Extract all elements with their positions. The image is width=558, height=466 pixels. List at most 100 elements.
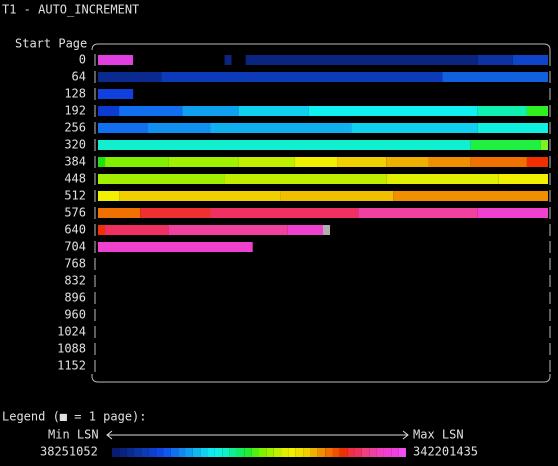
page-run xyxy=(351,123,478,133)
row-label: 896 xyxy=(64,291,86,305)
page-run xyxy=(98,242,253,252)
legend-swatch xyxy=(376,448,384,457)
page-run xyxy=(526,157,548,167)
page-run xyxy=(442,72,548,82)
page-run xyxy=(477,208,548,218)
legend-swatch xyxy=(148,448,157,457)
page-run xyxy=(224,55,232,65)
legend-swatch xyxy=(317,448,326,457)
legend-swatch xyxy=(222,448,230,457)
legend-swatch xyxy=(398,448,406,457)
legend-swatch xyxy=(170,448,179,457)
row-label: 1152 xyxy=(57,359,86,373)
row-label: 448 xyxy=(64,172,86,186)
legend-swatch xyxy=(119,448,127,457)
legend-swatch xyxy=(163,448,171,457)
legend-swatch xyxy=(339,448,348,457)
legend-swatch xyxy=(288,448,296,457)
row-label: 832 xyxy=(64,274,86,288)
page-run xyxy=(393,191,548,201)
page-run xyxy=(119,106,183,116)
page-run xyxy=(147,123,211,133)
legend-swatch xyxy=(354,448,362,457)
page-run xyxy=(477,55,513,65)
page-run xyxy=(98,89,134,99)
page-run xyxy=(512,55,548,65)
row-label: 192 xyxy=(64,104,86,118)
page-run xyxy=(428,157,471,167)
page-run xyxy=(161,72,443,82)
legend-swatch xyxy=(391,448,399,457)
page-run xyxy=(231,55,246,65)
page-run xyxy=(98,191,120,201)
legend-swatch xyxy=(185,448,193,457)
legend-swatch xyxy=(266,448,274,457)
page-run xyxy=(224,174,387,184)
page-run xyxy=(182,106,239,116)
row-label: 0 xyxy=(79,53,86,67)
legend-swatch xyxy=(236,448,245,457)
page-run xyxy=(323,225,331,235)
legend-swatch xyxy=(229,448,237,457)
legend-swatch xyxy=(310,448,318,457)
page-run xyxy=(98,72,162,82)
title: T1 - AUTO_INCREMENT xyxy=(2,3,139,17)
page-run xyxy=(98,106,120,116)
page-run xyxy=(98,157,106,167)
page-run xyxy=(358,208,478,218)
legend-swatch xyxy=(361,448,370,457)
legend-swatch xyxy=(259,448,267,457)
page-run xyxy=(210,208,359,218)
row-label: 1088 xyxy=(57,342,86,356)
legend-swatch xyxy=(383,448,392,457)
page-run xyxy=(526,106,548,116)
page-run xyxy=(98,55,134,65)
legend-swatch xyxy=(200,448,208,457)
page-run xyxy=(105,225,169,235)
row-label: 768 xyxy=(64,257,86,271)
page-run xyxy=(133,55,225,65)
legend-swatch xyxy=(112,448,120,457)
legend-swatch xyxy=(273,448,282,457)
legend-swatch xyxy=(192,448,201,457)
legend-swatch xyxy=(251,448,259,457)
legend-swatch xyxy=(281,448,289,457)
legend-max-label: Max LSN xyxy=(413,428,464,442)
legend-label: Legend (■ = 1 page): xyxy=(2,410,147,424)
page-run xyxy=(280,191,394,201)
legend-min-value: 38251052 xyxy=(40,445,98,459)
page-run xyxy=(210,123,352,133)
legend-min-label: Min LSN xyxy=(48,428,99,442)
page-run xyxy=(140,208,211,218)
page-run xyxy=(98,123,148,133)
page-run xyxy=(98,225,106,235)
page-run xyxy=(287,225,323,235)
legend-swatch xyxy=(325,448,333,457)
row-label: 384 xyxy=(64,155,86,169)
page-run xyxy=(105,157,169,167)
page-run xyxy=(119,191,281,201)
page-run xyxy=(470,157,527,167)
page-run xyxy=(98,174,225,184)
legend-swatch xyxy=(295,448,304,457)
legend-arrow xyxy=(106,430,409,440)
legend-swatch xyxy=(303,448,311,457)
page-run xyxy=(470,140,541,150)
row-label: 640 xyxy=(64,223,86,237)
axis-label: Start Page xyxy=(15,37,87,51)
row-label: 704 xyxy=(64,240,86,254)
legend-swatch xyxy=(156,448,164,457)
page-run xyxy=(337,157,387,167)
legend-swatch xyxy=(332,448,340,457)
row-label: 64 xyxy=(72,70,86,84)
legend-swatch xyxy=(244,448,252,457)
page-run xyxy=(98,140,471,150)
legend-max-value: 342201435 xyxy=(413,445,478,459)
page-run xyxy=(238,157,295,167)
row-label: 320 xyxy=(64,138,86,152)
row-label: 960 xyxy=(64,308,86,322)
row-label: 1024 xyxy=(57,325,86,339)
row-label: 576 xyxy=(64,206,86,220)
